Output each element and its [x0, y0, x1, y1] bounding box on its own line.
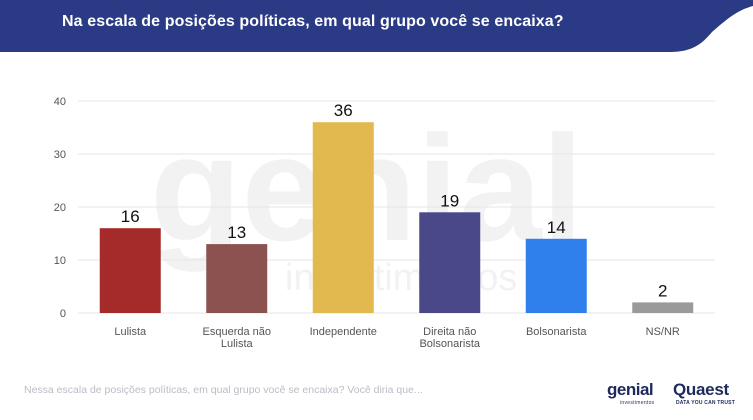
bar — [99, 228, 161, 313]
y-tick-label: 40 — [54, 96, 66, 108]
y-tick-label: 20 — [54, 202, 66, 214]
x-tick-label: Lulista — [114, 326, 147, 338]
x-tick-label: Independente — [310, 326, 377, 338]
data-label: 13 — [227, 223, 246, 242]
x-tick-label: Bolsonarista — [526, 326, 587, 338]
data-label: 16 — [121, 207, 140, 226]
x-tick-label: Direita não Bolsonarista — [419, 326, 480, 350]
genial-logo: genial investimentos — [607, 380, 667, 409]
quaest-logo: Quaest DATA YOU CAN TRUST — [673, 380, 735, 409]
bar — [525, 238, 587, 313]
header-banner: Na escala de posições políticas, em qual… — [0, 0, 753, 52]
data-label: 14 — [547, 218, 566, 237]
y-tick-label: 0 — [60, 308, 66, 320]
x-tick-label: NS/NR — [646, 326, 680, 338]
bar-chart: 0 10 20 30 40 16 Lulista 13 Esquerda não Lulista 3… — [54, 96, 715, 350]
y-tick-label: 10 — [54, 255, 66, 267]
quaest-logo-sub: DATA YOU CAN TRUST — [676, 400, 735, 406]
page-title: Na escala de posições políticas, em qual… — [62, 13, 564, 30]
quaest-logo-word: Quaest — [673, 380, 729, 399]
header-background — [0, 0, 753, 52]
footnote: Nessa escala de posições políticas, em q… — [24, 384, 423, 396]
data-label: 36 — [334, 101, 353, 120]
bar — [312, 122, 374, 313]
bar — [206, 244, 268, 313]
x-tick-label: Esquerda não Lulista — [203, 326, 272, 350]
genial-logo-sub: investimentos — [620, 400, 655, 406]
data-label: 2 — [658, 281, 667, 300]
bar — [419, 212, 481, 313]
data-label: 19 — [440, 191, 459, 210]
genial-logo-word: genial — [607, 380, 654, 399]
bar — [632, 302, 694, 313]
y-tick-label: 30 — [54, 149, 66, 161]
